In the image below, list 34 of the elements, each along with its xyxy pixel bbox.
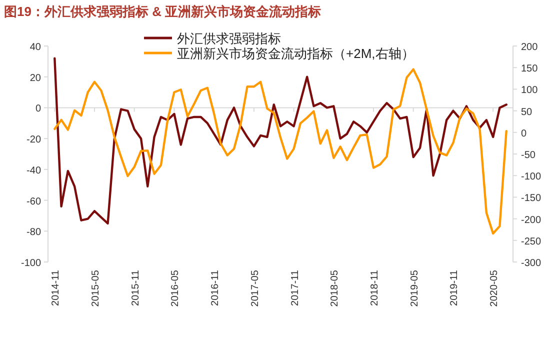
legend-label: 亚洲新兴市场资金流动指标（+2M,右轴） (177, 46, 414, 61)
y2-tick-label: 150 (521, 64, 538, 75)
y-tick-label: -80 (26, 227, 42, 238)
x-tick-label: 2017-11 (290, 270, 301, 306)
y2-tick-label: 0 (521, 128, 527, 140)
y-tick-label: 40 (30, 42, 42, 53)
legend-label: 外汇供求强弱指标 (177, 31, 281, 46)
y2-tick-label: -300 (521, 258, 542, 269)
x-tick-label: 2015-11 (130, 270, 142, 306)
y2-tick-label: -100 (521, 172, 542, 183)
y2-tick-label: -50 (521, 150, 536, 161)
x-tick-label: 2016-05 (170, 270, 182, 307)
y-tick-label: -40 (26, 165, 42, 176)
x-tick-label: 2016-11 (210, 270, 222, 306)
y-tick-label: 0 (35, 104, 42, 115)
y2-tick-label: -200 (521, 214, 542, 226)
x-tick-label: 2019-11 (449, 270, 460, 306)
y2-tick-label: 100 (521, 85, 538, 96)
x-tick-label: 2014-11 (50, 270, 62, 306)
x-tick-label: 2019-05 (409, 270, 420, 307)
y-tick-label: -100 (20, 258, 42, 269)
y2-tick-label: 50 (521, 106, 533, 118)
x-tick-label: 2020-05 (489, 270, 500, 307)
x-tick-label: 2017-05 (250, 270, 261, 307)
x-tick-label: 2015-05 (90, 270, 102, 307)
y2-tick-label: -150 (521, 193, 542, 204)
y2-tick-label: -250 (521, 236, 542, 248)
y-tick-label: -20 (26, 134, 42, 146)
x-tick-label: 2018-05 (330, 270, 341, 307)
y2-tick-label: 200 (521, 42, 538, 53)
chart-title: 图19：外汇供求强弱指标 & 亚洲新兴市场资金流动指标 (4, 4, 322, 19)
y-tick-label: 20 (30, 72, 42, 84)
x-tick-label: 2018-11 (370, 270, 380, 306)
y-tick-label: -60 (26, 196, 42, 208)
